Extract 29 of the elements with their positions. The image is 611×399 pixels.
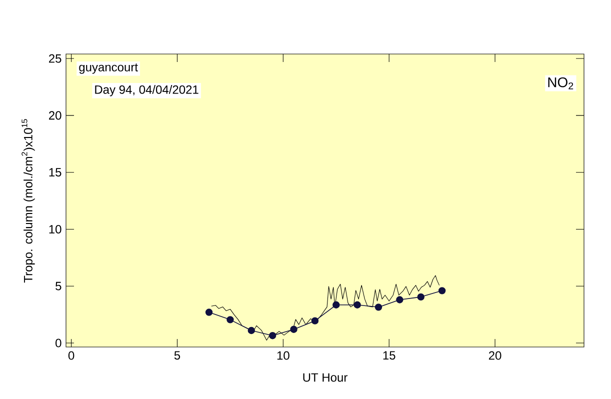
y-tick-label: 25 xyxy=(49,54,62,63)
y-tick-label: 15 xyxy=(49,168,62,177)
y-tick-label: 5 xyxy=(56,282,62,290)
annotation: guyancourt xyxy=(79,64,138,74)
point xyxy=(205,308,213,316)
point xyxy=(417,293,424,301)
point xyxy=(374,304,382,311)
point xyxy=(248,326,255,334)
y-axis-title: Tropo. column (mol./cm$^{2}$)x10$^{15}$ xyxy=(22,119,35,283)
point xyxy=(311,317,319,324)
y-tick-label: 0 xyxy=(56,338,62,348)
x-tick-label: 15 xyxy=(383,351,396,360)
annotation: Day 94, 04/04/2021 xyxy=(95,85,198,96)
annotation: NO$_{2}$ xyxy=(548,77,574,90)
x-tick-label: 20 xyxy=(488,351,502,360)
y-tick-label: 20 xyxy=(49,111,62,120)
point xyxy=(268,332,276,340)
point xyxy=(396,296,404,304)
x-tick-label: 0 xyxy=(68,351,74,360)
point xyxy=(226,316,234,324)
x-tick-label: 10 xyxy=(277,351,290,360)
point xyxy=(354,301,361,308)
x-axis-title: UT Hour xyxy=(303,373,348,382)
y-tick-label: 10 xyxy=(49,224,62,234)
line-series xyxy=(211,275,440,341)
point xyxy=(438,287,446,294)
point xyxy=(332,301,340,308)
point xyxy=(290,326,298,333)
x-tick-label: 5 xyxy=(174,351,180,360)
